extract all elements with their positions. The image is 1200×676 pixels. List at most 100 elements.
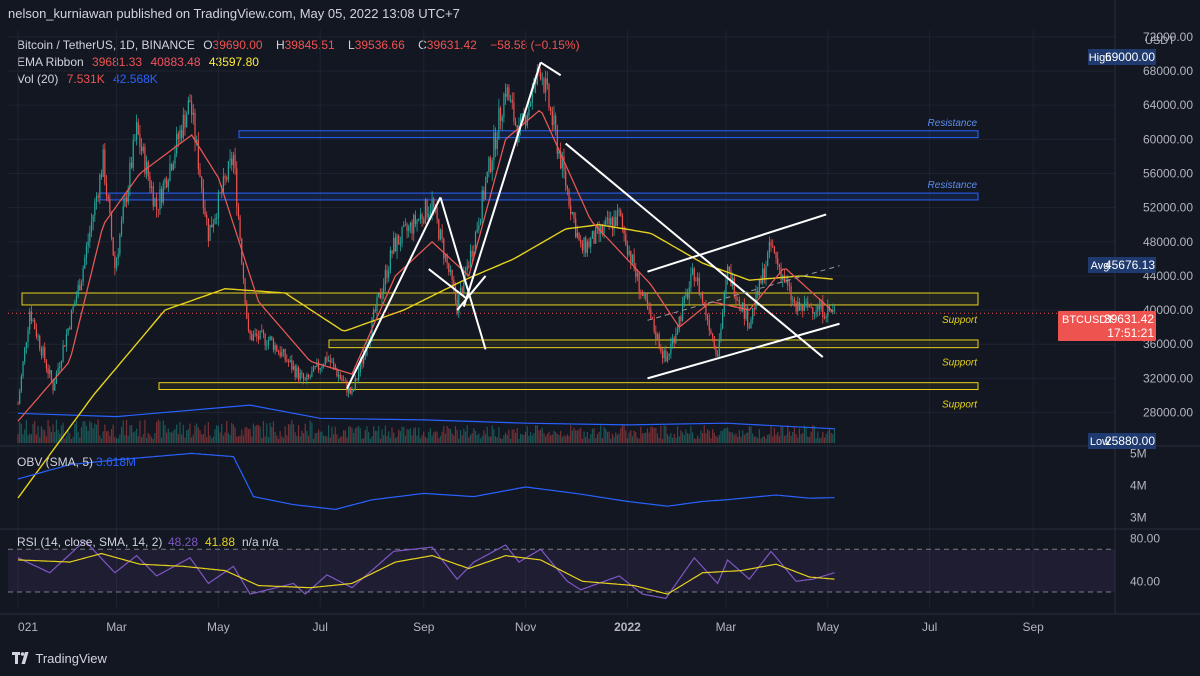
volume-bar xyxy=(406,429,408,443)
candle-body xyxy=(646,299,649,308)
candle-body xyxy=(244,278,246,304)
volume-bar xyxy=(292,424,295,443)
candle-body xyxy=(167,180,169,188)
candle-body xyxy=(414,215,417,224)
volume-bar xyxy=(226,420,228,443)
volume-bar xyxy=(368,431,370,443)
candle-body xyxy=(404,224,406,226)
volume-bar xyxy=(274,432,276,443)
candle-body xyxy=(99,174,101,198)
volume-bar xyxy=(595,438,597,443)
volume-bar xyxy=(451,433,453,443)
volume-bar xyxy=(655,427,657,443)
candle-body xyxy=(777,258,779,265)
low-value: 25880.00 xyxy=(1105,434,1155,448)
volume-bar xyxy=(805,427,807,443)
candle-body xyxy=(680,316,682,321)
volume-bar xyxy=(535,425,537,443)
symbol-name[interactable]: Bitcoin / TetherUS, 1D, BINANCE xyxy=(17,38,195,52)
tradingview-brand[interactable]: TradingView xyxy=(12,651,107,666)
volume-bar xyxy=(728,431,730,443)
candle-body xyxy=(192,112,194,115)
candle-body xyxy=(742,302,744,312)
candle-body xyxy=(364,354,366,356)
candle-body xyxy=(474,231,477,252)
volume-bar xyxy=(545,436,547,443)
legend-vol-row[interactable]: Vol (20) 7.531K 42.568K xyxy=(17,71,585,88)
candle-body xyxy=(176,133,178,154)
volume-bar xyxy=(720,431,722,443)
candle-body xyxy=(665,350,667,362)
volume-bar xyxy=(458,438,460,443)
volume-bar xyxy=(199,430,201,443)
volume-bar xyxy=(742,430,744,443)
volume-bar xyxy=(30,434,32,443)
candle-body xyxy=(486,171,488,183)
volume-bar xyxy=(778,436,780,443)
ohlc-high: H39845.51 xyxy=(276,38,340,52)
volume-bar xyxy=(800,434,802,443)
volume-bar xyxy=(511,429,513,443)
candle-body xyxy=(274,345,276,350)
volume-bar xyxy=(486,426,488,443)
volume-bar xyxy=(803,425,806,443)
candle-body xyxy=(110,213,113,238)
volume-bar xyxy=(463,428,465,443)
volume-bar xyxy=(307,435,310,443)
volume-bar xyxy=(828,427,831,443)
volume-bar xyxy=(636,437,639,443)
candle-body xyxy=(329,359,331,363)
trendline-drawings[interactable] xyxy=(8,61,1115,390)
candle-body xyxy=(613,217,615,230)
pane-legends: OBV (SMA, 5) 3.618M RSI (14, close, SMA, 1… xyxy=(17,455,279,549)
volume-bar xyxy=(768,434,770,443)
volume-bar xyxy=(808,437,811,443)
volume-bar xyxy=(725,428,727,443)
candle-body xyxy=(720,328,722,340)
volume-bar xyxy=(550,435,552,443)
candle-body xyxy=(423,219,425,224)
volume-bar xyxy=(625,430,627,443)
volume-bar xyxy=(825,434,827,443)
volume-bar xyxy=(718,434,720,443)
volume-bar xyxy=(523,434,525,443)
volume-bar xyxy=(812,425,814,443)
rsi-sma-line xyxy=(17,552,835,595)
volume-bar xyxy=(743,434,745,443)
candle-body xyxy=(261,330,263,332)
volume-bar xyxy=(431,435,433,443)
volume-bar xyxy=(85,425,88,443)
volume-bar xyxy=(414,427,417,443)
candle-body xyxy=(631,254,634,263)
candle-body xyxy=(286,359,288,362)
candle-body xyxy=(147,161,149,177)
price-tick-label: 28000.00 xyxy=(1143,406,1193,420)
volume-bar xyxy=(403,427,405,443)
candle-body xyxy=(568,189,570,206)
volume-bar xyxy=(276,435,278,443)
volume-bar xyxy=(396,436,398,443)
candle-body xyxy=(438,219,440,240)
candle-body xyxy=(152,186,154,207)
candle-body xyxy=(145,161,148,174)
volume-bar xyxy=(568,435,570,443)
candle-body xyxy=(149,176,151,189)
candle-body xyxy=(558,151,560,154)
l-label: L xyxy=(348,38,355,52)
price-tick-label: 64000.00 xyxy=(1143,98,1193,112)
time-axis[interactable]: 021 Mar May Jul Sep Nov 2022 Mar May Jul Sep xyxy=(18,620,1044,634)
candle-body xyxy=(259,330,261,340)
candle-body xyxy=(306,374,308,380)
volume-bar xyxy=(670,433,672,443)
volume-bar xyxy=(107,430,109,443)
candle-body xyxy=(793,299,796,303)
volume-bar xyxy=(398,429,400,443)
legend-ema-row[interactable]: EMA Ribbon 39681.33 40883.48 43597.80 xyxy=(17,54,585,71)
obv-tick-label: 3M xyxy=(1130,510,1147,524)
candle-body xyxy=(595,227,597,244)
volume-bar xyxy=(538,430,540,443)
volume-bar xyxy=(727,427,729,443)
candle-body xyxy=(388,270,390,278)
